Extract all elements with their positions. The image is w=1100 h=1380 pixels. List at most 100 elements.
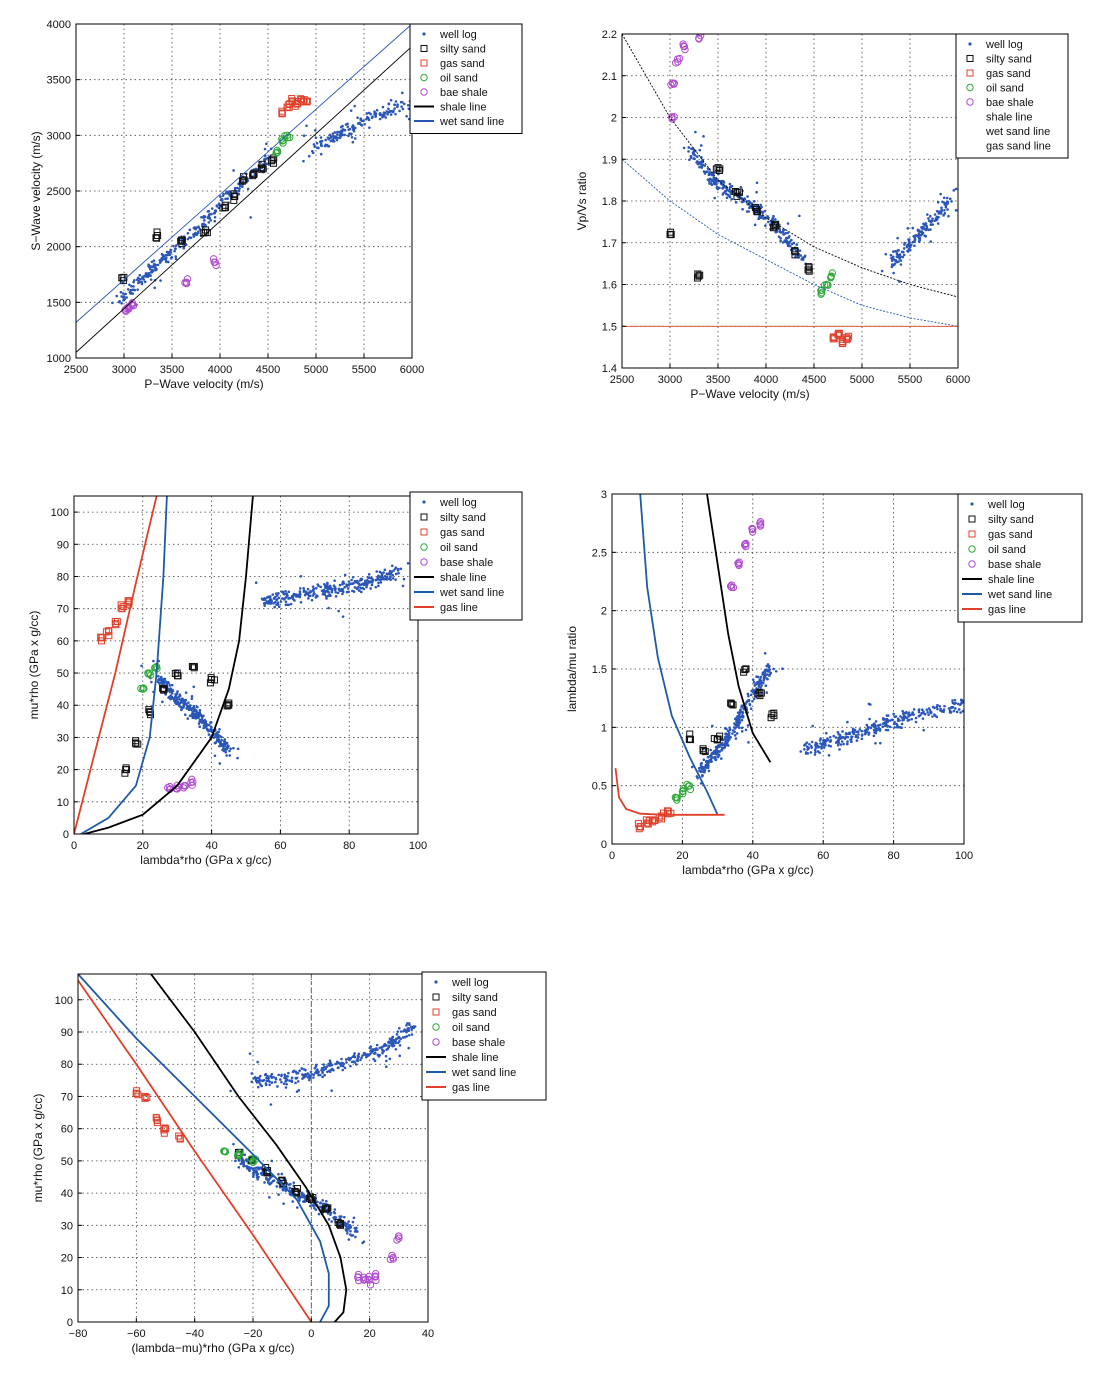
well-log-point — [326, 136, 330, 139]
well-log-point — [917, 232, 921, 235]
well-log-point — [765, 691, 769, 694]
well-log-point — [320, 1067, 324, 1070]
well-log-point — [339, 1064, 343, 1068]
well-log-point — [920, 231, 924, 235]
well-log-point — [747, 698, 751, 702]
well-log-point — [220, 738, 223, 742]
well-log-point — [888, 725, 892, 729]
y-tick-label: 2.1 — [602, 71, 617, 83]
well-log-point — [175, 244, 178, 247]
well-log-point — [169, 250, 173, 254]
legend-swatch — [432, 993, 440, 1001]
well-log-point — [379, 578, 382, 582]
well-log-point — [856, 736, 860, 739]
well-log-point — [849, 738, 852, 742]
well-log-point — [781, 667, 784, 671]
well-log-point — [693, 157, 696, 161]
x-tick-label: −60 — [127, 1328, 146, 1340]
well-log-point — [277, 1193, 280, 1196]
well-log-point — [699, 144, 703, 147]
well-log-point — [232, 1142, 235, 1146]
bae-shale-point — [679, 42, 688, 50]
well-log-point — [755, 181, 759, 185]
well-log-point — [330, 589, 334, 592]
well-log-point — [389, 1041, 393, 1044]
well-log-point — [867, 731, 871, 735]
y-tick-label: 3000 — [47, 130, 71, 142]
base-shale-point — [748, 525, 757, 534]
well-log-point — [902, 714, 906, 718]
silty-sand-point — [258, 165, 266, 173]
well-log-point — [338, 136, 342, 140]
well-log-point — [269, 1103, 273, 1106]
well-log-point — [901, 250, 905, 254]
well-log-point — [207, 733, 211, 736]
chart-murho-lambdarho: 0 20 40 60 80 100 0 10 20 30 40 50 60 70 80 90 100 lambda… — [27, 491, 523, 867]
silty-sand-point — [791, 251, 799, 259]
well-log-point — [390, 570, 394, 574]
well-log-point — [246, 1167, 249, 1170]
base-shale-point — [735, 558, 743, 566]
well-log-point — [202, 216, 205, 219]
x-tick-label: 0 — [308, 1328, 314, 1340]
well-log-point — [312, 590, 315, 593]
well-log-point — [272, 1179, 276, 1182]
well-log-point — [280, 1080, 283, 1084]
well-log-point — [752, 680, 756, 684]
well-log-point — [691, 147, 695, 151]
x-tick-label: 80 — [887, 850, 899, 862]
well-log-point — [224, 750, 228, 754]
well-log-point — [761, 681, 765, 685]
shale-line — [76, 45, 412, 353]
well-log-point — [884, 252, 888, 256]
well-log-point — [360, 590, 363, 594]
legend-swatch — [966, 83, 974, 92]
well-log-point — [855, 739, 859, 742]
well-log-point — [311, 151, 315, 155]
well-log-point — [908, 238, 911, 241]
well-log-point — [359, 1058, 362, 1062]
well-log-point — [162, 257, 165, 261]
well-log-point — [138, 273, 142, 277]
well-log-point — [202, 726, 205, 730]
well-log-point — [302, 1076, 306, 1079]
well-log-point — [279, 1078, 282, 1081]
well-log-point — [698, 769, 701, 773]
gas-sand-point — [120, 602, 128, 610]
well-log-point — [213, 754, 217, 758]
well-log-point — [714, 758, 718, 762]
well-log-point — [307, 154, 311, 158]
oil-sand-point — [249, 1158, 257, 1166]
well-log-point — [755, 682, 758, 686]
y-tick-label: 1500 — [47, 297, 71, 309]
well-log-point — [129, 291, 132, 294]
well-log-point — [779, 237, 782, 240]
well-log-point — [149, 278, 153, 281]
gas-sand-point — [153, 1115, 161, 1123]
well-log-point — [787, 244, 790, 247]
well-log-point — [769, 671, 773, 675]
silty-sand-point — [269, 159, 277, 167]
y-tick-label: 0 — [67, 1317, 73, 1329]
well-log-point — [337, 1061, 341, 1065]
base-shale-point — [371, 1272, 380, 1280]
x-tick-label: −20 — [244, 1328, 263, 1340]
well-log-point — [323, 582, 326, 586]
well-log-point — [319, 585, 323, 589]
well-log-point — [321, 1075, 324, 1079]
well-log-point — [193, 713, 196, 716]
legend-entry: gas line — [988, 604, 1026, 616]
silty-sand-point — [686, 730, 694, 738]
base-shale-point — [386, 1255, 395, 1264]
well-log-point — [290, 594, 294, 598]
gas-sand-point — [105, 627, 113, 635]
well-log-point — [136, 276, 140, 280]
well-log-point — [236, 756, 239, 760]
oil-sand-point — [140, 684, 148, 693]
well-log-point — [225, 190, 229, 193]
well-log-point — [254, 1171, 257, 1174]
well-log-point — [719, 179, 723, 183]
well-log-point — [878, 741, 882, 745]
well-log-point — [368, 126, 371, 129]
well-log-point — [349, 109, 353, 112]
